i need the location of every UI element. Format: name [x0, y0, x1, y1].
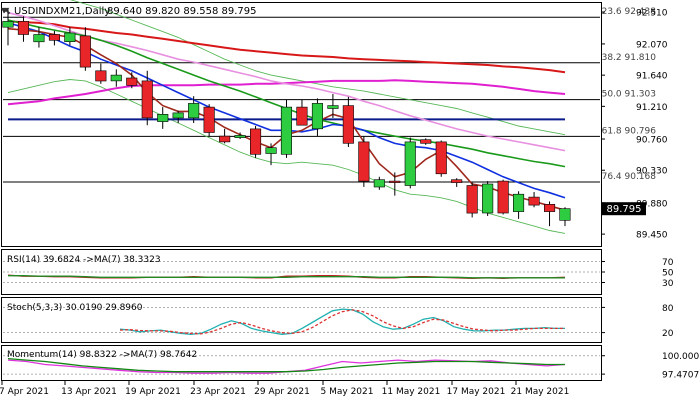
price-axis: 92.510 92.070 91.640 91.210 90.760 90.330 89.8…: [601, 8, 668, 241]
candle-body: [451, 179, 463, 183]
price-axis-label: 89.450: [636, 231, 668, 241]
stoch-title: Stoch(5,3,3) 30.0190 29.8960: [7, 303, 143, 313]
panel-axis-label: 80: [662, 304, 674, 314]
panel-axis-label: 70: [662, 258, 674, 268]
candle-body: [327, 105, 339, 109]
rsi-panel: [3, 261, 600, 283]
candle-body: [420, 139, 432, 144]
bollinger-upper-line: [69, 0, 566, 136]
candle-body: [203, 106, 215, 133]
candle-body: [172, 112, 184, 119]
candle-body: [219, 135, 231, 143]
date-axis-label: 21 May 2021: [511, 387, 570, 397]
date-axis-label: 13 Apr 2021: [61, 387, 117, 397]
candle-body: [389, 180, 401, 183]
candle-body: [33, 34, 45, 43]
date-axis-label: 11 May 2021: [382, 387, 441, 397]
candle-body: [358, 141, 370, 182]
ohlc-label: 89.640 89.820 89.558 89.795: [107, 6, 257, 17]
date-axis-label: 5 May 2021: [321, 387, 374, 397]
momentum-panel-frame: [1, 345, 602, 381]
price-axis-label: 90.760: [636, 136, 668, 146]
candle-body: [265, 147, 277, 154]
momentum-title: Momentum(14) 98.8322 ->MA(7) 98.7642: [7, 350, 197, 360]
fib-label: 50.0 91.303: [602, 90, 656, 100]
candle-body: [79, 35, 91, 68]
current-price-tag-bg: [602, 202, 646, 216]
candle-body: [234, 135, 246, 138]
stoch-panel: [3, 306, 600, 335]
fib-label: 38.2 91.810: [602, 53, 657, 63]
candle-body: [48, 34, 61, 41]
candle-body: [296, 106, 308, 126]
stoch-panel-frame: [1, 297, 602, 343]
chart-header: USDINDXM21,Daily 89.640 89.820 89.558 89…: [1, 6, 257, 17]
candle-body: [280, 106, 293, 155]
rsi-title: RSI(14) 39.6824 ->MA(7) 38.3323: [7, 255, 161, 265]
candle-body: [497, 180, 509, 214]
price-axis-label: 92.070: [636, 40, 668, 50]
price-axis-label: 91.640: [636, 72, 668, 82]
price-panel-frame: [1, 2, 602, 247]
candle-body: [466, 185, 478, 214]
indicator-line: [119, 309, 565, 335]
date-axis-label: 29 Apr 2021: [254, 387, 310, 397]
panel-axis-label: 97.4707: [662, 371, 699, 381]
candle-body: [95, 70, 107, 82]
price-axis-label: 89.880: [636, 199, 668, 209]
panel-axis-label: 50: [662, 269, 674, 279]
candle-body: [17, 21, 30, 35]
indicator-line: [7, 357, 565, 373]
stoch-axis: 80 20: [601, 304, 674, 339]
date-axis-label: 19 Apr 2021: [125, 387, 181, 397]
panel-axis-label: 30: [662, 279, 674, 289]
fib-label: 61.8 90.796: [602, 126, 657, 136]
price-axis-label: 92.510: [636, 8, 668, 18]
candle-body: [435, 141, 447, 175]
candle-body: [373, 179, 385, 188]
momentum-axis: 100.0005 97.4707: [601, 352, 700, 381]
candle-body: [250, 128, 262, 155]
candle-body: [157, 114, 169, 122]
date-axis-label: 7 Apr 2021: [0, 387, 49, 397]
candle-body: [188, 103, 200, 119]
panel-axis-label: 100.0005: [662, 352, 700, 362]
date-axis: 7 Apr 2021 13 Apr 2021 19 Apr 2021 23 Apr 2…: [0, 381, 569, 397]
momentum-panel: [3, 355, 600, 375]
panel-axis-label: 20: [662, 329, 674, 339]
fib-label: 76.4 90.168: [602, 172, 657, 182]
panel-frames: [1, 2, 602, 381]
candle-body: [528, 196, 540, 206]
candle-body: [126, 77, 138, 86]
candle-body: [342, 105, 354, 144]
price-axis-label: 90.330: [636, 167, 668, 177]
candle-body: [559, 208, 571, 221]
arrow-icon: [1, 7, 11, 15]
moving-average-line: [7, 20, 566, 74]
candle-body: [543, 204, 556, 212]
current-price-tag: 89.795: [602, 202, 646, 216]
fib-label: 23.6 92.438: [602, 7, 657, 17]
symbol-label: USDINDXM21,Daily: [14, 6, 110, 17]
candle-body: [482, 183, 494, 214]
current-price-label: 89.795: [607, 204, 642, 215]
candle-body: [110, 74, 122, 82]
date-axis-label: 17 May 2021: [447, 387, 506, 397]
fibonacci-levels: 23.6 92.438 38.2 91.810 50.0 91.303 61.8 90…: [3, 7, 657, 183]
candlesticks: [2, 8, 571, 227]
indicator-line: [119, 308, 565, 335]
candle-body: [64, 32, 76, 42]
price-axis-label: 91.210: [636, 103, 668, 113]
date-axis-label: 23 Apr 2021: [190, 387, 246, 397]
candle-body: [404, 141, 416, 186]
candle-body: [2, 21, 14, 28]
indicator-line: [8, 275, 565, 279]
candle-body: [512, 193, 525, 212]
candle-body: [141, 80, 153, 119]
candle-body: [311, 103, 324, 130]
